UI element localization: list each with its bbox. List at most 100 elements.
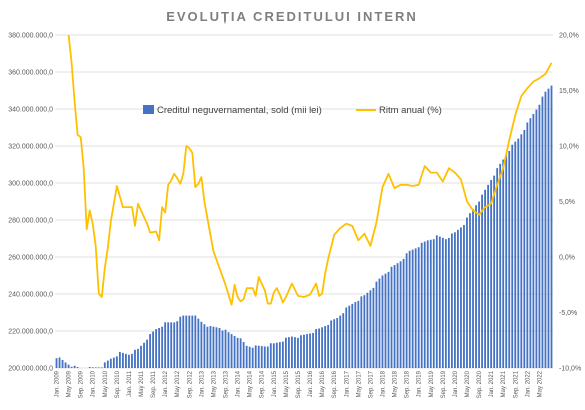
bar [384, 273, 387, 368]
bar [197, 318, 200, 368]
bar [375, 281, 378, 368]
x-tick-label: May 2016 [320, 370, 326, 397]
left-tick-label: 200.000.000,0 [8, 366, 53, 373]
left-tick-label: 260.000.000,0 [8, 255, 53, 262]
x-tick-label: May 2009 [67, 370, 73, 397]
bar [493, 175, 496, 368]
bar [381, 275, 384, 368]
bar [306, 334, 308, 368]
bar [100, 367, 103, 368]
x-tick-label: May 2011 [139, 370, 145, 397]
bar [345, 307, 348, 368]
right-tick-label: 10,0% [559, 144, 579, 151]
bar [520, 134, 523, 368]
bar [212, 326, 215, 368]
bar [487, 184, 490, 368]
bar [478, 201, 480, 368]
bar [94, 367, 97, 368]
bar [357, 300, 360, 368]
bar [435, 235, 438, 368]
bar [300, 335, 302, 368]
x-tick-label: May 2022 [537, 370, 543, 397]
x-tick-label: Jan. 2021 [489, 370, 495, 397]
bar [191, 315, 194, 368]
bar [544, 91, 547, 368]
bar [447, 237, 450, 368]
bar [460, 227, 462, 368]
bar [511, 144, 514, 368]
growth-rate-line [67, 34, 553, 306]
bar [122, 352, 124, 368]
x-tick-label: Sep. 2009 [79, 370, 85, 398]
bar [309, 333, 311, 368]
bar [143, 342, 145, 368]
right-tick-label: 5,0% [559, 199, 575, 206]
bar [496, 168, 499, 368]
x-tick-label: May 2017 [356, 370, 362, 397]
bar [103, 362, 106, 368]
x-tick-label: May 2013 [212, 370, 218, 397]
x-tick-label: Sep. 2017 [368, 370, 374, 398]
bar [426, 240, 429, 368]
right-tick-label: -5,0% [559, 310, 577, 317]
x-tick-label: Sep. 2020 [477, 370, 483, 398]
bar [269, 343, 272, 368]
bar [321, 327, 324, 368]
x-tick-label: Sep. 2014 [260, 370, 266, 398]
bar [55, 358, 58, 368]
left-tick-label: 280.000.000,0 [8, 218, 53, 225]
bar [360, 296, 363, 368]
bar [278, 342, 281, 368]
right-tick-label: 15,0% [559, 88, 579, 95]
x-tick-label: Jan. 2015 [272, 370, 278, 397]
x-tick-label: Jan. 2020 [453, 370, 459, 397]
bar [405, 253, 408, 368]
bar [490, 179, 493, 368]
left-tick-label: 320.000.000,0 [8, 144, 53, 151]
bar [275, 342, 278, 368]
bar [61, 359, 64, 368]
bar [547, 88, 550, 369]
bar [137, 348, 139, 368]
x-tick-label: May 2014 [248, 370, 254, 397]
bar [58, 357, 61, 368]
bar [224, 329, 227, 368]
x-tick-label: Jan. 2016 [308, 370, 314, 397]
x-tick-label: Sep. 2018 [405, 370, 411, 398]
bar [327, 324, 330, 368]
bar [109, 358, 112, 368]
bar [469, 213, 471, 368]
bar [438, 236, 441, 368]
x-tick-label: May 2012 [175, 370, 181, 397]
bar [281, 341, 284, 368]
left-tick-label: 340.000.000,0 [8, 107, 53, 114]
bar [73, 365, 76, 368]
bar [423, 241, 426, 368]
x-tick-label: Jan. 2011 [127, 370, 133, 397]
bar [167, 322, 170, 368]
bar [396, 263, 399, 368]
bar [158, 327, 161, 368]
x-tick-label: Jan. 2013 [199, 370, 205, 397]
bar [91, 367, 94, 368]
bar [441, 237, 444, 368]
bar [336, 318, 339, 368]
bar [517, 138, 520, 368]
bar [472, 208, 474, 368]
bar [236, 337, 239, 368]
x-tick-label: May 2019 [429, 370, 435, 397]
bar [248, 346, 251, 368]
bar [70, 366, 73, 368]
bar [378, 278, 381, 368]
x-tick-label: May 2015 [284, 370, 290, 397]
bar [284, 337, 287, 368]
bar [330, 320, 333, 368]
left-axis-ticks: 200.000.000,0 220.000.000,0 240.000.000,0 2… [8, 33, 53, 373]
bar [324, 326, 327, 368]
bar [315, 329, 317, 368]
x-tick-label: May 2018 [393, 370, 399, 397]
x-tick-label: May 2020 [465, 370, 471, 397]
bar [526, 122, 529, 368]
bar [288, 337, 290, 368]
bar [239, 338, 242, 368]
